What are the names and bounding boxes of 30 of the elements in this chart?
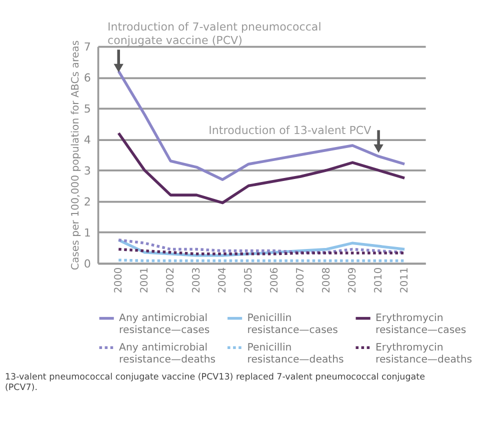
legend-label: Any antimicrobial resistance—deaths [119, 342, 216, 366]
y-axis-title: Cases per 100,000 population for ABCs areas [70, 40, 82, 270]
y-tick-label: 1 [84, 226, 91, 240]
x-tick-label: 2008 [321, 267, 332, 294]
legend-label: Penicillin resistance—cases [247, 313, 338, 336]
legend-label: Erythromycin resistance—deaths [376, 342, 472, 366]
x-tick-label: 2002 [165, 267, 176, 294]
x-tick-label: 2011 [399, 267, 410, 294]
y-tick-label: 6 [84, 72, 91, 85]
legend-label: Penicillin resistance—deaths [247, 342, 344, 366]
x-tick-label: 2000 [113, 267, 124, 294]
legend-label: Any antimicrobial resistance—cases [119, 313, 210, 336]
annotation: Introduction of 7-valent pneumococcal conjugate vaccine (PCV) [108, 20, 322, 48]
y-tick-label: 2 [84, 195, 91, 208]
y-tick-label: 4 [84, 133, 91, 146]
y-tick-label: 5 [84, 102, 91, 116]
x-tick-label: 2003 [191, 267, 202, 294]
x-tick-label: 2009 [347, 267, 358, 294]
x-tick-label: 2005 [243, 267, 254, 294]
x-tick-label: 2001 [139, 267, 150, 294]
x-tick-label: 2007 [295, 267, 306, 294]
x-tick-label: 2004 [217, 267, 228, 294]
legend-label: Erythromycin resistance—cases [376, 313, 466, 336]
y-tick-label: 3 [84, 164, 91, 178]
text: 13-valent pneumococcal conjugate vaccine (PCV13) replaced 7-valent pneumococcal conjugate (PCV7). [4, 372, 425, 394]
y-tick-label: 7 [84, 40, 91, 54]
y-tick-label: 0 [84, 257, 91, 270]
annotation: Introduction of 13-valent PCV [208, 124, 372, 137]
x-tick-label: 2006 [269, 267, 280, 294]
x-tick-label: 2010 [373, 267, 384, 294]
